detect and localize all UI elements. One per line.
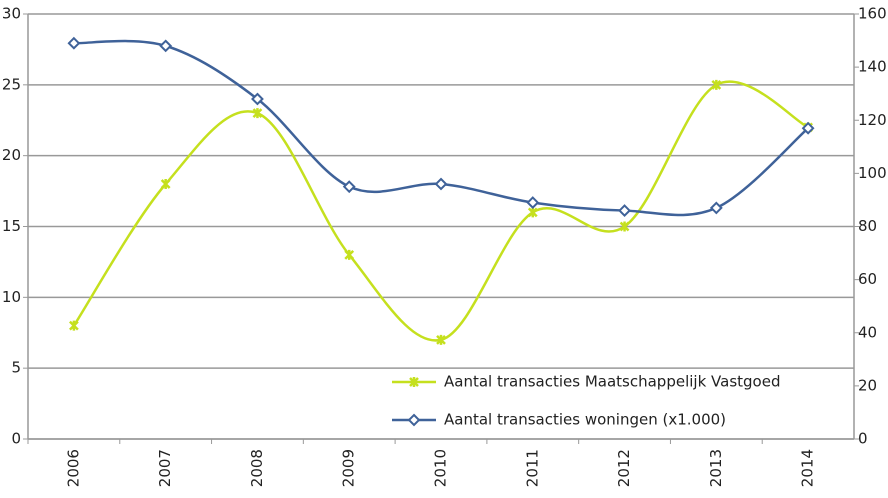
marker bbox=[67, 36, 81, 50]
marker bbox=[434, 177, 448, 191]
y-tick-label: 5 bbox=[11, 359, 21, 377]
marker bbox=[709, 201, 723, 215]
marker bbox=[69, 320, 79, 331]
x-tick-label: 2010 bbox=[432, 449, 450, 487]
legend-marker bbox=[409, 377, 419, 387]
legend-label: Aantal transacties Maatschappelijk Vastg… bbox=[444, 373, 780, 391]
marker bbox=[618, 204, 631, 217]
marker bbox=[252, 108, 263, 119]
x-tick-label: 2008 bbox=[248, 449, 266, 487]
marker bbox=[160, 179, 171, 189]
marker bbox=[342, 180, 356, 194]
y-tick-label: 15 bbox=[2, 217, 21, 235]
marker bbox=[711, 79, 722, 90]
x-tick-label: 2007 bbox=[156, 449, 174, 487]
x-tick-label: 2014 bbox=[799, 449, 817, 487]
legend-label: Aantal transacties woningen (x1.000) bbox=[444, 411, 726, 429]
x-tick-label: 2013 bbox=[707, 449, 725, 487]
y2-tick-label: 80 bbox=[858, 217, 877, 235]
y2-tick-label: 120 bbox=[858, 111, 887, 129]
y-tick-label: 30 bbox=[2, 5, 21, 23]
marker bbox=[801, 121, 815, 135]
marker bbox=[344, 249, 355, 260]
marker bbox=[159, 39, 173, 53]
marker bbox=[619, 221, 630, 232]
x-tick-label: 2012 bbox=[615, 449, 633, 487]
y-tick-label: 10 bbox=[2, 288, 21, 306]
y-tick-label: 0 bbox=[11, 430, 21, 448]
y2-tick-label: 60 bbox=[858, 270, 877, 288]
marker bbox=[436, 334, 446, 345]
x-tick-label: 2011 bbox=[523, 449, 541, 487]
x-tick-label: 2009 bbox=[340, 449, 358, 487]
y-tick-label: 25 bbox=[2, 75, 21, 93]
y2-tick-label: 40 bbox=[858, 323, 877, 341]
y2-tick-label: 160 bbox=[858, 5, 887, 23]
series-line bbox=[72, 80, 809, 342]
y2-tick-label: 0 bbox=[858, 430, 868, 448]
legend-marker bbox=[407, 413, 421, 427]
y2-tick-label: 140 bbox=[858, 58, 887, 76]
x-tick-label: 2006 bbox=[64, 449, 82, 487]
marker bbox=[251, 92, 264, 106]
y2-tick-label: 20 bbox=[858, 376, 877, 394]
y-tick-label: 20 bbox=[2, 146, 21, 164]
marker bbox=[526, 196, 540, 210]
y2-tick-label: 100 bbox=[858, 164, 887, 182]
